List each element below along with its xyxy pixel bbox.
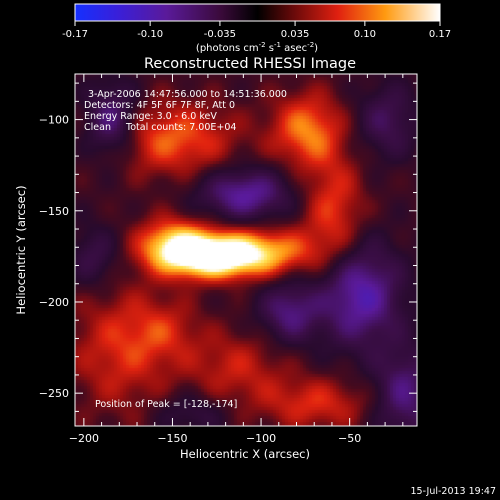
units-exp-1: -2 bbox=[259, 41, 266, 49]
heatmap-image bbox=[75, 74, 417, 426]
x-axis-ticks bbox=[83, 74, 404, 426]
x-tick-label: −50 bbox=[338, 432, 361, 445]
plot-area bbox=[74, 73, 418, 427]
units-mid2: asec bbox=[281, 43, 307, 54]
peak-position-label: Position of Peak = [-128,-174] bbox=[95, 399, 237, 410]
info-line-time: 3-Apr-2006 14:47:56.000 to 14:51:36.000 bbox=[88, 89, 287, 100]
y-axis-ticks bbox=[75, 82, 417, 412]
units-prefix: (photons cm bbox=[196, 43, 259, 54]
colorbar-tick-label: 0.17 bbox=[429, 29, 451, 40]
x-tick-label: −200 bbox=[69, 432, 99, 445]
units-mid: s bbox=[266, 43, 274, 54]
y-tick-label: −100 bbox=[39, 114, 69, 127]
units-exp-3: -2 bbox=[307, 41, 314, 49]
colorbar-tick-label: 0.10 bbox=[354, 29, 376, 40]
colorbar-tick-label: -0.10 bbox=[137, 29, 163, 40]
x-axis-tick-labels: −200 −150 −100 −50 bbox=[69, 432, 362, 445]
y-tick-label: −150 bbox=[39, 205, 69, 218]
colorbar-tick-label: -0.035 bbox=[204, 29, 236, 40]
units-exp-2: -1 bbox=[274, 41, 281, 49]
colorbar-ticks bbox=[74, 21, 441, 26]
colorbar-tick-label: -0.17 bbox=[62, 29, 88, 40]
colorbar bbox=[74, 3, 441, 22]
colorbar-tick-label: 0.035 bbox=[281, 29, 310, 40]
colorbar-tick-labels: -0.17 -0.10 -0.035 0.035 0.10 0.17 bbox=[62, 29, 451, 40]
units-suffix: ) bbox=[314, 43, 318, 54]
colorbar-units: (photons cm-2 s-1 asec-2) bbox=[196, 41, 318, 54]
y-axis-label: Heliocentric Y (arcsec) bbox=[14, 185, 28, 314]
x-tick-label: −100 bbox=[246, 432, 276, 445]
chart-title: Reconstructed RHESSI Image bbox=[144, 56, 356, 72]
footer-timestamp: 15-Jul-2013 19:47 bbox=[410, 486, 496, 497]
info-annotation: 3-Apr-2006 14:47:56.000 to 14:51:36.000 … bbox=[84, 89, 287, 133]
plot-frame bbox=[74, 73, 418, 427]
x-tick-label: −150 bbox=[157, 432, 187, 445]
y-tick-label: −200 bbox=[39, 296, 69, 309]
info-line-counts: Clean Total counts: 7.00E+04 bbox=[84, 122, 236, 133]
y-axis-tick-labels: −100 −150 −200 −250 bbox=[39, 114, 69, 401]
info-line-detectors: Detectors: 4F 5F 6F 7F 8F, Att 0 bbox=[84, 100, 235, 111]
info-line-energy: Energy Range: 3.0 - 6.0 keV bbox=[84, 111, 217, 122]
y-tick-label: −250 bbox=[39, 387, 69, 400]
x-axis-label: Heliocentric X (arcsec) bbox=[180, 447, 310, 461]
